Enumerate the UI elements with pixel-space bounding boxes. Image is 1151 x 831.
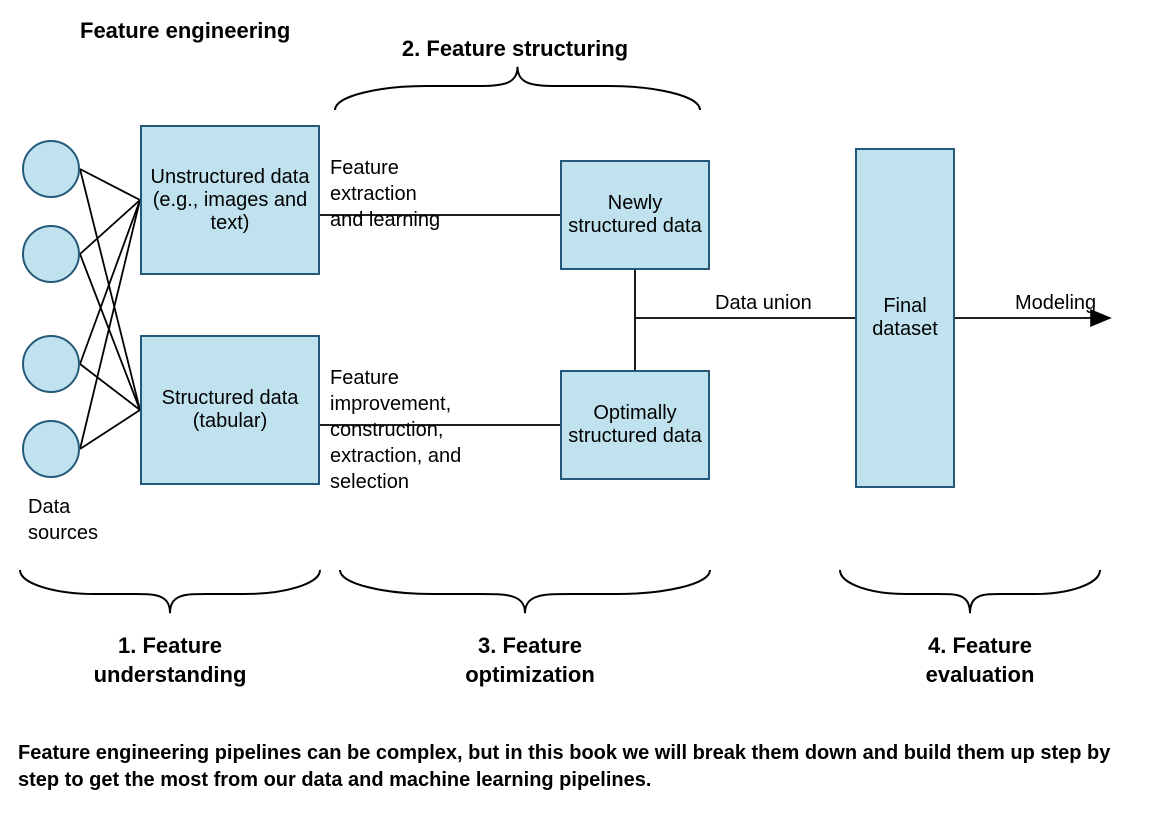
node-structured-label: Structured data (tabular) — [148, 387, 312, 433]
label-feature-improvement: Feature improvement, construction, extra… — [330, 365, 461, 495]
label-feature-extraction: Feature extraction and learning — [330, 155, 440, 233]
node-final-dataset: Final dataset — [855, 148, 955, 488]
section-4-title: 4. Feature evaluation — [870, 632, 1090, 689]
node-optimally-structured: Optimally structured data — [560, 370, 710, 480]
node-unstructured-label: Unstructured data (e.g., images and text… — [148, 166, 312, 235]
node-unstructured-data: Unstructured data (e.g., images and text… — [140, 125, 320, 275]
data-source-circle-2 — [22, 225, 80, 283]
label-data-sources: Data sources — [28, 494, 128, 546]
brace_bot_4 — [840, 570, 1100, 613]
node-final-label: Final dataset — [863, 295, 947, 341]
data-source-circle-1 — [22, 140, 80, 198]
node-newly-label: Newly structured data — [568, 192, 702, 238]
node-optimally-label: Optimally structured data — [568, 402, 702, 448]
figure-caption: Feature engineering pipelines can be com… — [18, 740, 1128, 794]
brace_top — [335, 67, 700, 110]
data-source-circle-4 — [22, 420, 80, 478]
data-source-circle-3 — [22, 335, 80, 393]
label-data-union: Data union — [715, 292, 812, 315]
brace_bot_3 — [340, 570, 710, 613]
section-1-title: 1. Feature understanding — [60, 632, 280, 689]
brace_bot_1 — [20, 570, 320, 613]
page-title: Feature engineering — [80, 18, 290, 44]
node-newly-structured: Newly structured data — [560, 160, 710, 270]
diagram-stage: Feature engineering 2. Feature structuri… — [0, 0, 1151, 831]
section-2-title: 2. Feature structuring — [350, 36, 680, 62]
node-structured-data: Structured data (tabular) — [140, 335, 320, 485]
label-modeling: Modeling — [1015, 292, 1096, 315]
section-3-title: 3. Feature optimization — [420, 632, 640, 689]
